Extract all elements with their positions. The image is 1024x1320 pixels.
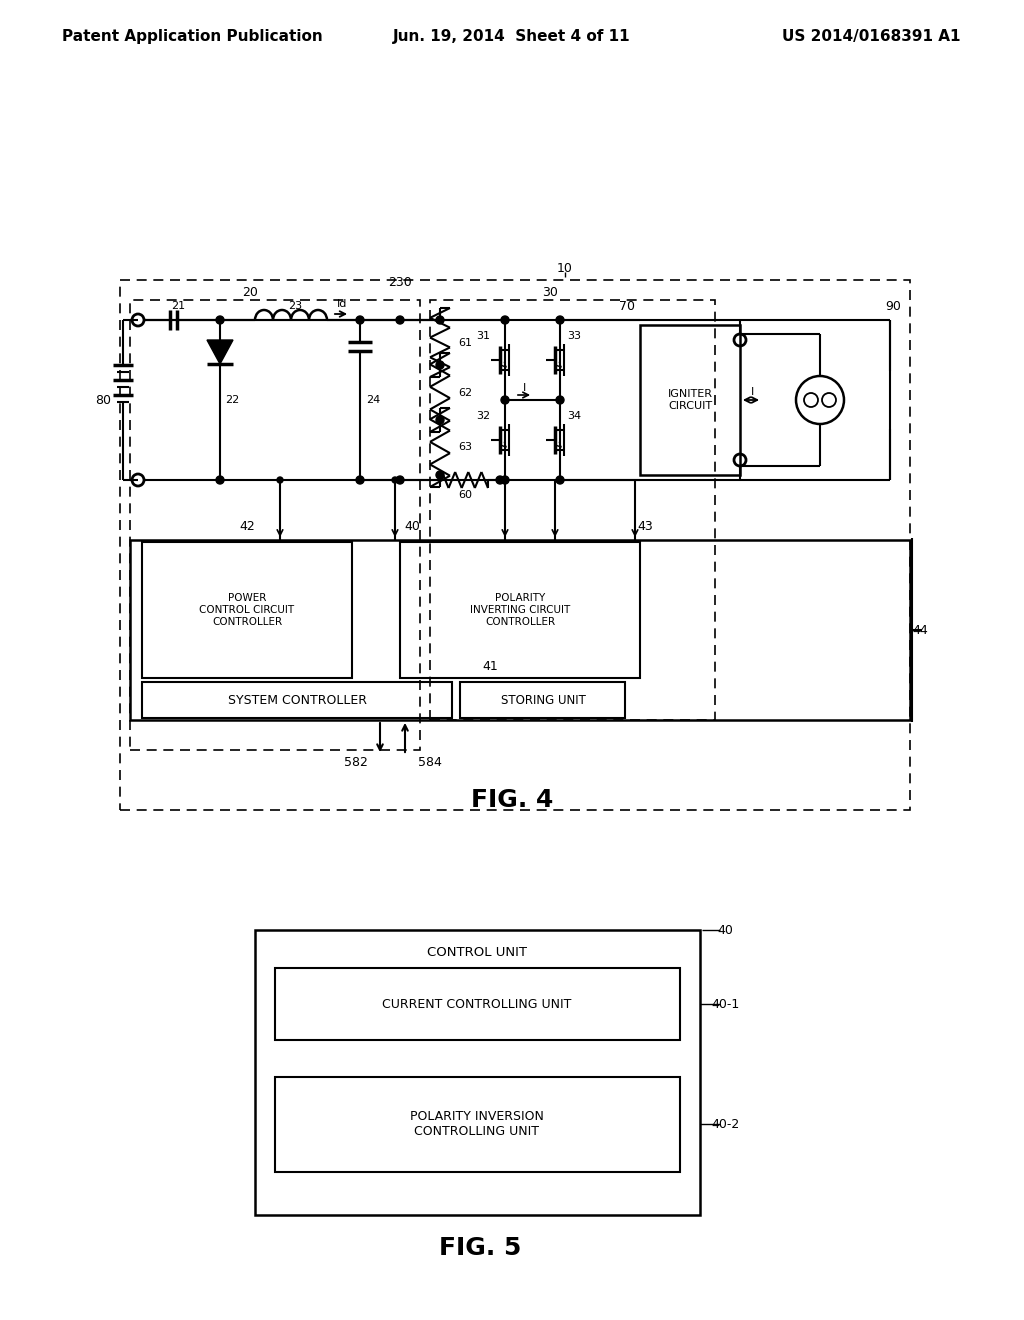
Text: POLARITY
INVERTING CIRCUIT
CONTROLLER: POLARITY INVERTING CIRCUIT CONTROLLER [470, 594, 570, 627]
Bar [430, 300, 715, 719]
Circle shape [496, 477, 504, 484]
Circle shape [278, 477, 283, 483]
Bar [400, 543, 640, 678]
Text: 230: 230 [388, 276, 412, 289]
Bar [275, 968, 680, 1040]
Text: 61: 61 [458, 338, 472, 347]
Circle shape [216, 315, 224, 323]
Circle shape [396, 477, 404, 484]
Text: 20: 20 [242, 285, 258, 298]
Text: 80: 80 [95, 393, 111, 407]
Bar [255, 931, 700, 1214]
Text: FIG. 5: FIG. 5 [439, 1236, 521, 1261]
Text: 21: 21 [171, 301, 185, 312]
Polygon shape [207, 341, 233, 364]
Bar [640, 325, 740, 475]
Text: CONTROL UNIT: CONTROL UNIT [427, 945, 527, 958]
Text: 40: 40 [404, 520, 420, 532]
Bar [130, 540, 910, 719]
Bar [275, 1077, 680, 1172]
Text: 40-2: 40-2 [711, 1118, 739, 1130]
Text: I: I [751, 387, 754, 397]
Text: 40-1: 40-1 [711, 998, 739, 1011]
Text: Id: Id [337, 300, 347, 309]
Text: 44: 44 [912, 623, 928, 636]
Text: SYSTEM CONTROLLER: SYSTEM CONTROLLER [227, 693, 367, 706]
Text: POLARITY INVERSION
CONTROLLING UNIT: POLARITY INVERSION CONTROLLING UNIT [410, 1110, 544, 1138]
Bar [130, 300, 420, 750]
Text: Patent Application Publication: Patent Application Publication [62, 29, 323, 44]
Text: 63: 63 [458, 442, 472, 453]
Bar [120, 280, 910, 810]
Circle shape [556, 396, 564, 404]
Circle shape [356, 315, 364, 323]
Circle shape [501, 315, 509, 323]
Text: 43: 43 [637, 520, 653, 532]
Circle shape [556, 477, 564, 484]
Text: 41: 41 [482, 660, 498, 672]
Text: 34: 34 [567, 411, 581, 421]
Text: 30: 30 [542, 285, 558, 298]
Circle shape [396, 315, 404, 323]
Circle shape [356, 477, 364, 484]
Bar [460, 682, 625, 718]
Text: I: I [523, 383, 526, 393]
Circle shape [436, 416, 444, 424]
Text: 584: 584 [418, 755, 442, 768]
Text: POWER
CONTROL CIRCUIT
CONTROLLER: POWER CONTROL CIRCUIT CONTROLLER [200, 594, 295, 627]
Text: 62: 62 [458, 388, 472, 397]
Circle shape [392, 477, 398, 483]
Circle shape [501, 396, 509, 404]
Text: FIG. 4: FIG. 4 [471, 788, 553, 812]
Bar [142, 543, 352, 678]
Text: 582: 582 [344, 755, 368, 768]
Text: 40: 40 [717, 924, 733, 936]
Text: 31: 31 [476, 331, 490, 341]
Bar [142, 682, 452, 718]
Text: STORING UNIT: STORING UNIT [501, 693, 586, 706]
Circle shape [436, 315, 444, 323]
Circle shape [436, 360, 444, 370]
Text: 60: 60 [458, 490, 472, 500]
Circle shape [216, 477, 224, 484]
Text: Jun. 19, 2014  Sheet 4 of 11: Jun. 19, 2014 Sheet 4 of 11 [393, 29, 631, 44]
Text: 32: 32 [476, 411, 490, 421]
Text: 23: 23 [288, 301, 302, 312]
Circle shape [436, 471, 444, 479]
Text: 70: 70 [618, 300, 635, 313]
Circle shape [556, 315, 564, 323]
Text: 24: 24 [366, 395, 380, 405]
Text: 33: 33 [567, 331, 581, 341]
Circle shape [501, 477, 509, 484]
Text: 42: 42 [240, 520, 255, 532]
Text: IGNITER
CIRCUIT: IGNITER CIRCUIT [668, 389, 713, 411]
Text: 22: 22 [225, 395, 240, 405]
Text: CURRENT CONTROLLING UNIT: CURRENT CONTROLLING UNIT [382, 998, 571, 1011]
Text: 10: 10 [557, 261, 573, 275]
Text: US 2014/0168391 A1: US 2014/0168391 A1 [781, 29, 961, 44]
Text: 90: 90 [885, 300, 901, 313]
